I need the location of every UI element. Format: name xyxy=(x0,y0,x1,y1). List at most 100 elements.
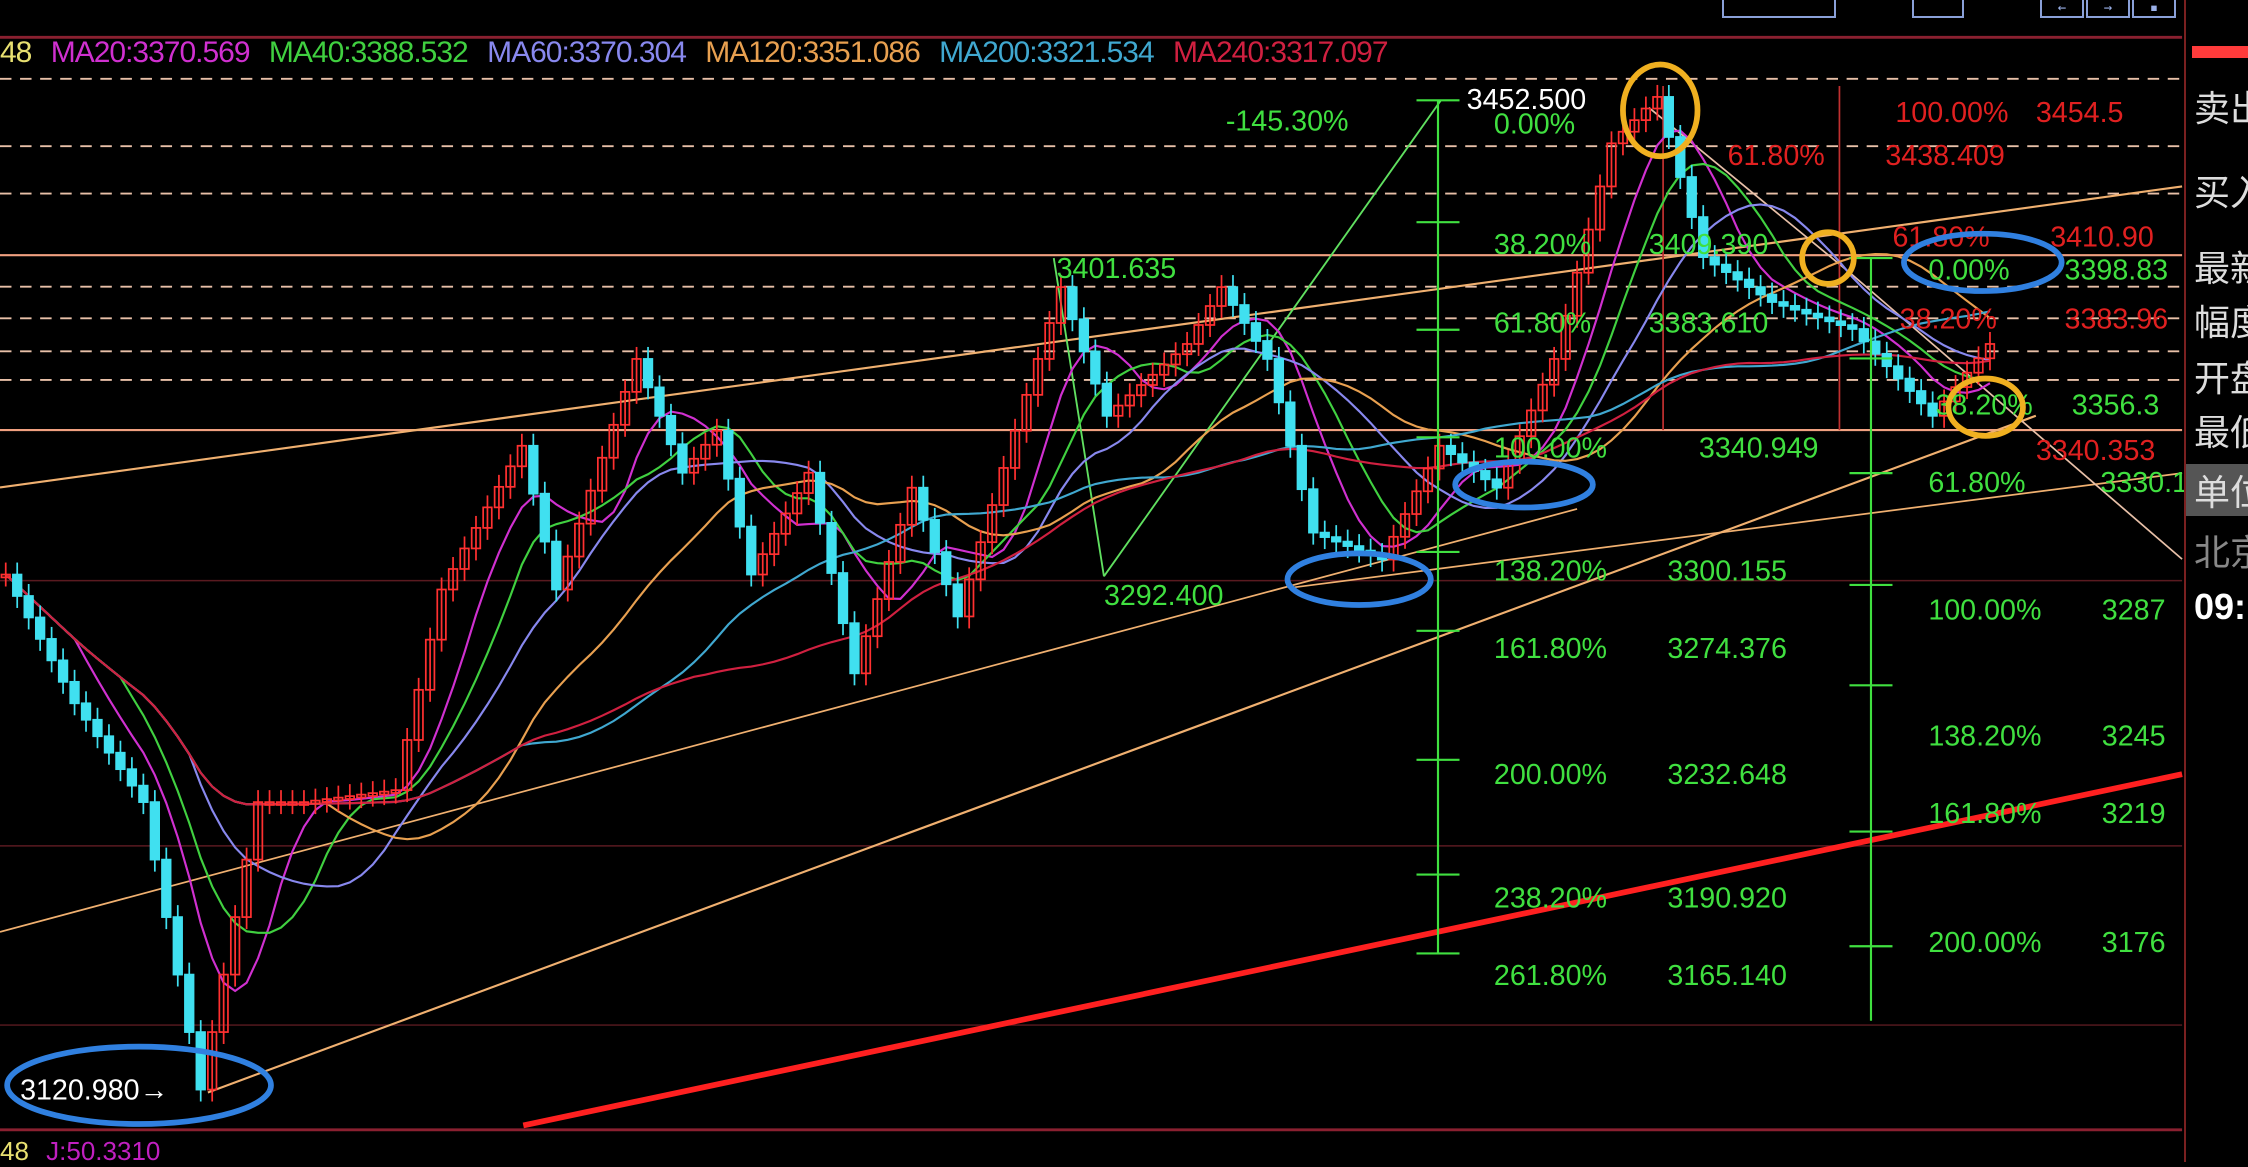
trend-line xyxy=(0,185,2183,489)
candle-up xyxy=(459,547,470,570)
candle-up xyxy=(379,790,390,796)
candle-up xyxy=(1044,322,1055,360)
candle-up xyxy=(505,465,516,488)
trend-line xyxy=(207,414,2037,1094)
candle-down xyxy=(69,680,80,705)
candle-up xyxy=(872,598,883,638)
candle-down xyxy=(138,784,149,803)
fib-right-percent: 100.00% xyxy=(1928,594,2041,626)
candle-up xyxy=(964,578,975,618)
candle-down xyxy=(12,573,23,597)
candle-down xyxy=(677,443,688,474)
panel-buy[interactable]: 买入 xyxy=(2194,173,2248,214)
panel-change: 幅度 xyxy=(2194,303,2248,344)
fib-red-percent: 38.20% xyxy=(1900,303,1997,335)
fib-right-percent: 61.80% xyxy=(1928,467,2025,499)
fib-right-value: 3245 xyxy=(2102,721,2166,753)
fib-right-value: 3287 xyxy=(2102,594,2166,626)
next-button[interactable]: → xyxy=(2086,0,2130,18)
menu-button[interactable]: ▪ xyxy=(2132,0,2176,18)
candle-up xyxy=(883,561,895,600)
candle-up xyxy=(298,801,310,806)
candle-down xyxy=(837,572,849,625)
panel-time: 09: xyxy=(2194,586,2247,627)
candle-up xyxy=(1652,96,1663,110)
candle-up xyxy=(986,504,998,544)
fib-right-percent: 200.00% xyxy=(1928,927,2041,959)
candle-up xyxy=(1629,119,1640,133)
candle-down xyxy=(1319,531,1330,538)
panel-low: 最低 xyxy=(2194,413,2248,454)
low-price-label: 3120.980→ xyxy=(20,1075,168,1107)
candle-down xyxy=(1721,263,1732,273)
period-button[interactable] xyxy=(1912,0,1964,18)
candle-down xyxy=(941,551,952,586)
prev-button[interactable]: ← xyxy=(2040,0,2084,18)
fib-left-value: 3409.390 xyxy=(1649,229,1769,261)
candle-up xyxy=(1181,343,1193,356)
candle-down xyxy=(665,414,677,446)
fib-red-value: 3383.96 xyxy=(2065,303,2169,335)
fib-left-percent: 0.00% xyxy=(1494,108,1575,140)
candle-down xyxy=(826,522,837,574)
candle-down xyxy=(1915,390,1927,405)
candle-down xyxy=(814,471,826,524)
candle-up xyxy=(1021,394,1032,432)
highlight-ellipse-orange xyxy=(1799,229,1857,287)
candle-down xyxy=(1331,536,1342,543)
candle-up xyxy=(218,973,229,1033)
candle-down xyxy=(1090,350,1101,385)
candle-down xyxy=(952,583,963,618)
candle-up xyxy=(895,523,906,563)
candle-down xyxy=(1663,96,1674,138)
highlight-ellipse-blue xyxy=(1284,550,1434,608)
candle-up xyxy=(470,527,482,550)
candle-down xyxy=(1067,286,1078,321)
candle-down xyxy=(126,768,138,787)
candle-up xyxy=(321,798,333,803)
candle-up xyxy=(757,553,768,576)
candle-up xyxy=(207,1031,218,1091)
candle-down xyxy=(1812,312,1824,319)
candle-down xyxy=(1227,286,1239,306)
fib-right-percent: 161.80% xyxy=(1928,798,2041,830)
candle-down xyxy=(1308,488,1319,534)
candle-up xyxy=(275,801,287,806)
fib-right-value: 3330.1 xyxy=(2100,467,2188,499)
quote-panel: 卖出 买入 最新 幅度 开盘 最低 单位 北京 09: xyxy=(2184,0,2248,1162)
candle-up xyxy=(1170,353,1181,366)
candle-down xyxy=(1273,358,1285,404)
panel-sell[interactable]: 卖出 xyxy=(2194,89,2248,130)
candle-up xyxy=(998,467,1009,506)
fib-right-value: 3356.3 xyxy=(2072,389,2160,421)
candle-down xyxy=(1755,286,1766,296)
fib-left-value: 3300.155 xyxy=(1667,556,1787,588)
candle-up xyxy=(367,792,378,797)
overlay-button[interactable] xyxy=(1722,0,1836,18)
candle-down xyxy=(149,801,161,861)
candle-up xyxy=(516,444,528,468)
candle-up xyxy=(619,391,631,426)
candle-up xyxy=(1411,490,1422,515)
panel-indicator-bar xyxy=(2192,46,2248,58)
fib-right-value: 3176 xyxy=(2102,927,2166,959)
candle-up xyxy=(1399,513,1411,538)
candle-up xyxy=(1640,107,1652,121)
fib-left-value: 3340.949 xyxy=(1699,432,1819,464)
menu-icon: ▪ xyxy=(2149,0,2159,16)
candle-down xyxy=(161,858,172,918)
highlight-ellipse-blue xyxy=(1452,458,1596,511)
candle-down xyxy=(1285,401,1296,447)
panel-unit[interactable]: 单位 xyxy=(2186,464,2248,516)
candle-up xyxy=(390,789,401,794)
candle-down xyxy=(1870,340,1881,355)
legend-ma120: MA120:3351.086 xyxy=(705,36,921,69)
ma-line-ma240 xyxy=(4,353,1991,806)
candle-down xyxy=(1239,304,1250,324)
candle-up xyxy=(585,489,596,525)
highlight-ellipse-orange xyxy=(1945,375,2026,439)
candle-up xyxy=(906,486,917,526)
legend-ma200: MA200:3321.534 xyxy=(939,36,1155,69)
